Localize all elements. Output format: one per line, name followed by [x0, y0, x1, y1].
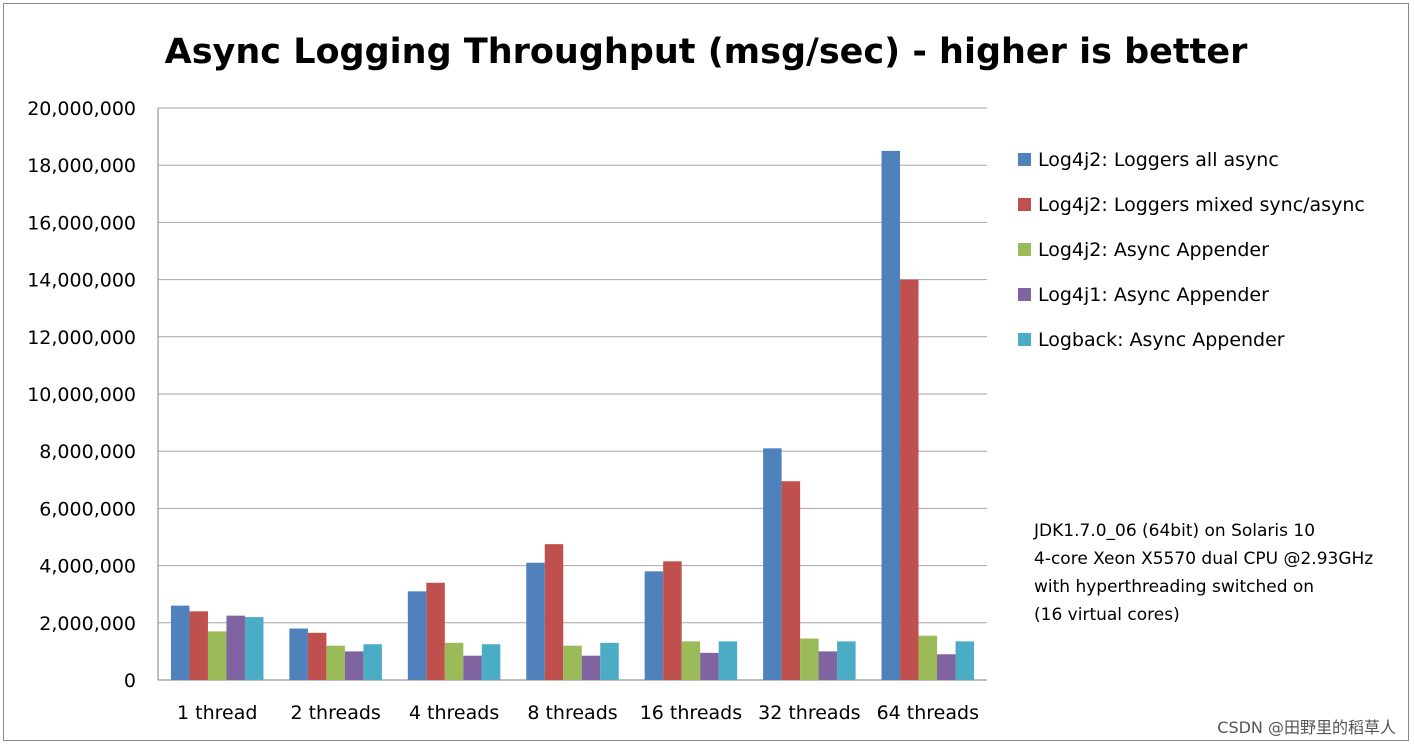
bar-2-threads-series-2: [307, 632, 327, 680]
bar-64-threads-series-4: [937, 654, 956, 680]
x-tick-label: 64 threads: [877, 702, 979, 724]
x-tick-label: 1 thread: [177, 702, 257, 724]
x-tick-label: 8 threads: [527, 702, 617, 724]
y-tick-label: 12,000,000: [27, 327, 136, 349]
legend-label: Log4j2: Loggers all async: [1038, 149, 1279, 171]
y-tick-label: 18,000,000: [27, 155, 136, 177]
grid-layer: 0 2,000,000 4,000,000 6,000,000 8,000,000 10,…: [27, 98, 987, 692]
annotation-line: with hyperthreading switched on: [1034, 577, 1314, 597]
bar-64-threads-series-5: [955, 641, 975, 680]
bar-8-threads-series-1: [526, 562, 545, 680]
y-tick-label: 4,000,000: [39, 556, 136, 578]
y-tick-label: 10,000,000: [27, 384, 136, 406]
bar-2-threads-series-3: [326, 645, 345, 680]
x-tick-label: 2 threads: [290, 702, 380, 724]
bar-64-threads-series-3: [918, 635, 938, 680]
y-tick-label: 8,000,000: [39, 441, 136, 463]
y-tick-label: 6,000,000: [39, 498, 136, 520]
bar-2-threads-series-5: [363, 644, 382, 680]
bar-1-thread-series-1: [170, 605, 190, 680]
bars-layer: [170, 150, 975, 680]
bar-1-thread-series-5: [244, 617, 264, 680]
bar-16-threads-series-1: [644, 571, 664, 680]
legend: Log4j2: Loggers all async Log4j2: Loggers…: [1018, 149, 1365, 351]
bar-8-threads-series-5: [600, 642, 619, 680]
bar-16-threads-series-3: [681, 641, 701, 680]
bar-4-threads-series-4: [463, 655, 482, 680]
legend-label: Log4j1: Async Appender: [1038, 284, 1269, 306]
legend-swatch: [1018, 333, 1031, 346]
bar-8-threads-series-3: [563, 645, 582, 680]
legend-swatch: [1018, 198, 1031, 211]
annotation-line: (16 virtual cores): [1034, 605, 1180, 625]
bar-16-threads-series-5: [718, 641, 738, 680]
bar-64-threads-series-2: [900, 279, 919, 680]
bar-32-threads-series-1: [763, 448, 782, 680]
bar-32-threads-series-2: [781, 481, 801, 680]
x-tick-label: 16 threads: [640, 702, 742, 724]
annotation-line: JDK1.7.0_06 (64bit) on Solaris 10: [1033, 521, 1315, 541]
x-tick-label: 32 threads: [758, 702, 860, 724]
bar-1-thread-series-3: [207, 631, 227, 680]
bar-32-threads-series-5: [837, 641, 856, 680]
bar-2-threads-series-1: [289, 628, 308, 680]
bar-4-threads-series-2: [426, 582, 445, 680]
legend-swatch: [1018, 153, 1031, 166]
bar-32-threads-series-4: [818, 651, 838, 680]
bar-8-threads-series-2: [544, 544, 564, 680]
y-tick-label: 0: [124, 670, 136, 692]
bar-1-thread-series-2: [189, 611, 208, 680]
bar-2-threads-series-4: [344, 651, 364, 680]
bar-16-threads-series-2: [663, 561, 682, 680]
bar-4-threads-series-1: [407, 591, 427, 680]
annotation-line: 4-core Xeon X5570 dual CPU @2.93GHz: [1034, 549, 1373, 569]
y-tick-label: 14,000,000: [27, 270, 136, 292]
legend-label: Log4j2: Loggers mixed sync/async: [1038, 194, 1365, 216]
x-axis: 1 thread 2 threads 4 threads 8 threads 16 th…: [177, 702, 979, 724]
legend-swatch: [1018, 288, 1031, 301]
bar-16-threads-series-4: [700, 652, 719, 680]
bar-8-threads-series-4: [581, 655, 601, 680]
credit-text: CSDN @田野里的稻草人: [1217, 718, 1396, 737]
chart-title: Async Logging Throughput (msg/sec) - hig…: [165, 32, 1248, 72]
legend-label: Log4j2: Async Appender: [1038, 239, 1269, 261]
legend-label: Logback: Async Appender: [1038, 329, 1285, 351]
bar-1-thread-series-4: [226, 615, 245, 680]
bar-4-threads-series-3: [444, 642, 464, 680]
bar-32-threads-series-3: [800, 638, 819, 680]
y-tick-label: 20,000,000: [27, 98, 136, 120]
legend-swatch: [1018, 243, 1031, 256]
bar-64-threads-series-1: [881, 150, 901, 680]
y-tick-label: 16,000,000: [27, 212, 136, 234]
bar-4-threads-series-5: [481, 644, 501, 680]
x-tick-label: 4 threads: [409, 702, 499, 724]
chart-annotation: JDK1.7.0_06 (64bit) on Solaris 10 4-core …: [1033, 521, 1373, 625]
y-tick-label: 2,000,000: [39, 613, 136, 635]
